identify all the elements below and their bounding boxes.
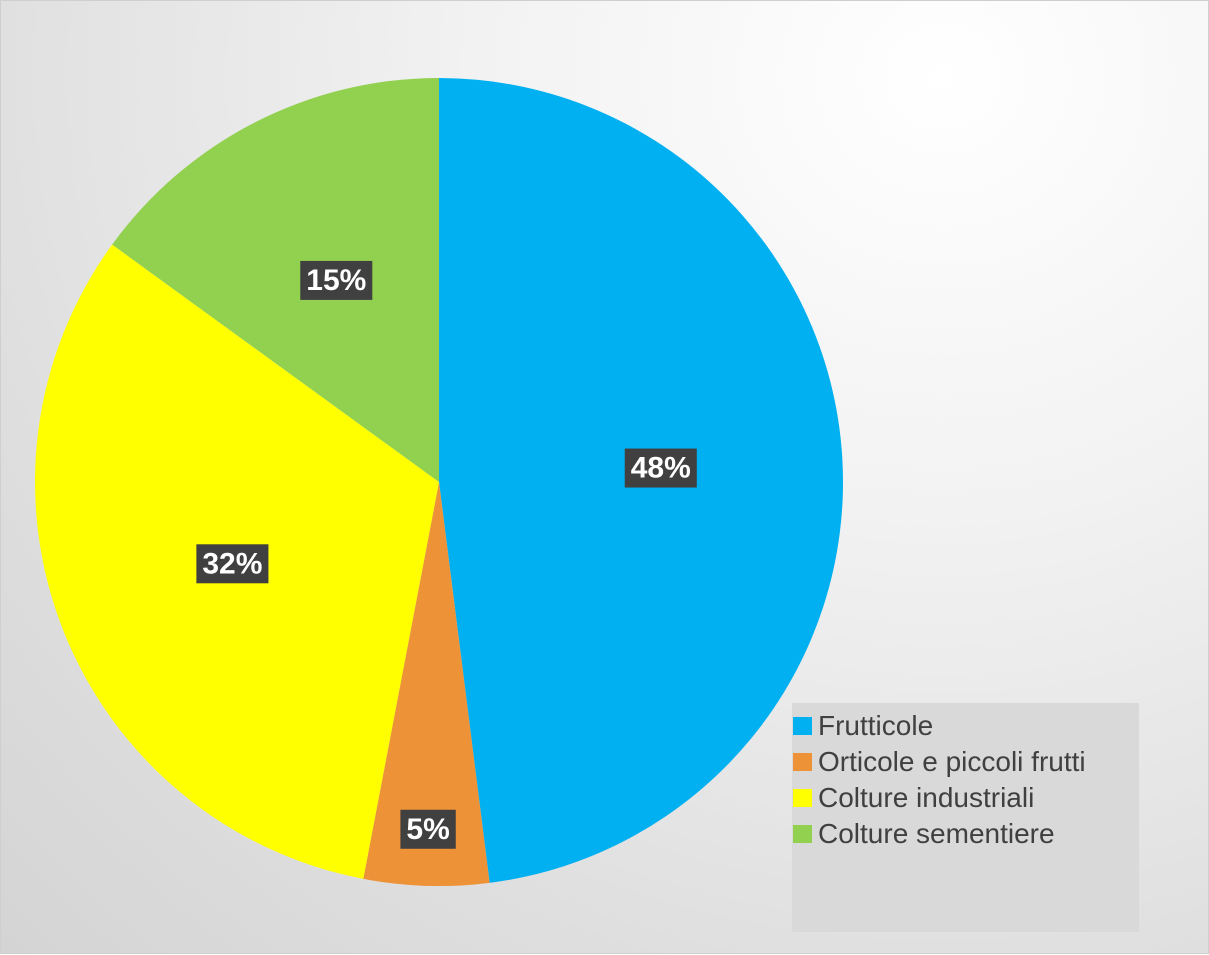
legend-swatch-orticole (793, 753, 812, 771)
legend: Frutticole Orticole e piccoli frutti Col… (792, 703, 1139, 932)
legend-label-orticole: Orticole e piccoli frutti (818, 746, 1086, 777)
pie-slice-orticole-e-piccoli-frutti (363, 482, 490, 886)
data-label-text: 15% (306, 264, 366, 297)
legend-item-colture-sementiere: Colture sementiere (792, 816, 1139, 852)
data-label-box (196, 544, 269, 584)
data-label-orticole-e-piccoli-frutti: 5% (400, 809, 456, 849)
data-label-box (300, 260, 373, 300)
legend-swatch-frutticole (793, 717, 812, 735)
legend-swatch-colture-sementiere (793, 825, 812, 843)
legend-label-colture-industriali: Colture industriali (818, 782, 1035, 813)
legend-label-frutticole: Frutticole (818, 710, 934, 741)
legend-label-colture-sementiere: Colture sementiere (818, 818, 1055, 849)
pie-slice-colture-sementiere (112, 78, 439, 482)
data-label-frutticole: 48% (624, 448, 697, 488)
legend-item-orticole: Orticole e piccoli frutti (792, 744, 1139, 780)
legend-item-frutticole: Frutticole (792, 708, 1139, 744)
data-label-colture-sementiere: 15% (300, 260, 373, 300)
data-label-text: 48% (631, 452, 691, 485)
data-label-box (624, 448, 697, 488)
data-label-text: 32% (202, 547, 262, 580)
legend-swatch-colture-industriali (793, 789, 812, 807)
data-label-colture-industriali: 32% (196, 544, 269, 584)
data-label-box (400, 809, 456, 849)
data-labels: 48% 5% 32% 15% (196, 260, 697, 849)
pie-slices (34, 78, 844, 886)
legend-item-colture-industriali: Colture industriali (792, 780, 1139, 816)
data-label-text: 5% (406, 813, 449, 846)
